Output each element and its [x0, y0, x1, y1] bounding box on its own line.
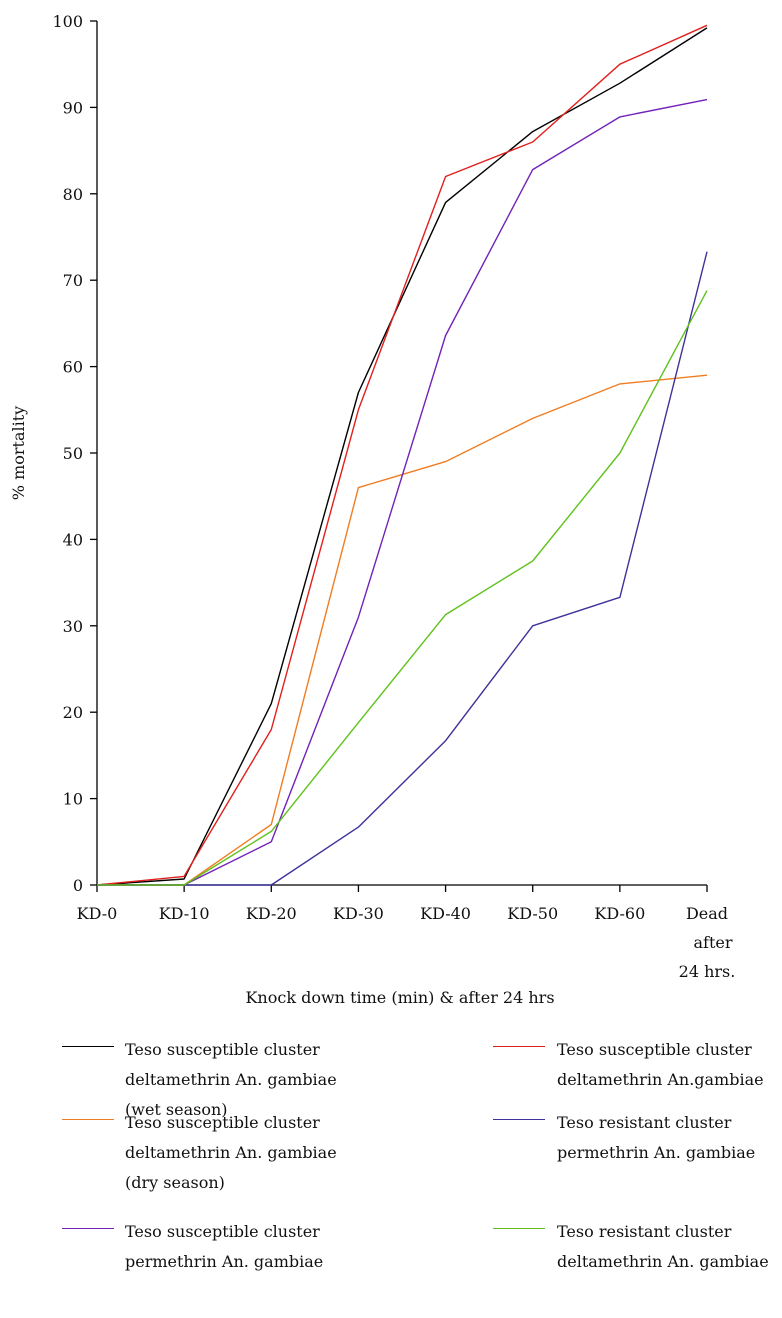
y-tick-label: 70 [63, 271, 83, 290]
x-tick-label-line: 24 hrs. [679, 962, 736, 981]
legend-label-line: deltamethrin An. gambiae [125, 1143, 337, 1162]
legend-label-line: Teso susceptible cluster [125, 1113, 320, 1132]
legend-swatch [493, 1119, 545, 1120]
y-axis: 0 10 20 30 40 50 60 70 80 90 100 [52, 12, 98, 895]
x-tick-label: KD-0 [77, 904, 118, 923]
series-line-4 [97, 251, 708, 886]
x-tick-label-line: KD-60 [594, 904, 645, 923]
legend-label-line: (dry season) [125, 1173, 225, 1192]
y-tick-label: 10 [63, 790, 83, 809]
legend-label-line: permethrin An. gambiae [125, 1252, 324, 1271]
legend-label-line: deltamethrin An. gambiae [125, 1070, 337, 1089]
legend-label-line: Teso resistant cluster [557, 1113, 732, 1132]
legend-label: Teso resistant cluster permethrin An. gam… [557, 1108, 755, 1168]
y-tick-label: 60 [63, 358, 83, 377]
y-tick-label: 50 [63, 444, 83, 463]
x-axis: KD-0 KD-10 KD-20 KD-30 KD-40 KD-50 KD-60 Dead af… [77, 884, 736, 981]
x-tick-label-line: KD-20 [246, 904, 297, 923]
y-tick-label: 80 [63, 185, 83, 204]
legend-label-line: (wet season) [125, 1100, 228, 1119]
y-tick-label: 20 [63, 703, 83, 722]
series-line-1 [96, 27, 708, 886]
x-tick-label: KD-30 [333, 904, 384, 923]
series-lines [96, 24, 708, 886]
legend-swatch [493, 1046, 545, 1047]
x-tick-label: KD-60 [594, 904, 645, 923]
legend-label-line: deltamethrin An.gambiae [557, 1070, 764, 1089]
x-tick-label: KD-20 [246, 904, 297, 923]
legend-label-line: Teso susceptible cluster [125, 1040, 320, 1059]
x-tick-label-line: after [693, 933, 732, 952]
x-axis-label: Knock down time (min) & after 24 hrs [245, 988, 554, 1007]
legend-label: Teso susceptible cluster permethrin An. g… [125, 1217, 323, 1277]
legend-label: Teso susceptible cluster deltamethrin An.… [125, 1035, 337, 1125]
y-tick-label: 100 [52, 12, 83, 31]
y-tick-label: 0 [73, 876, 83, 895]
x-tick-label-line: KD-10 [159, 904, 210, 923]
legend-swatch [493, 1228, 545, 1229]
x-tick-label: KD-40 [420, 904, 471, 923]
legend-label: Teso susceptible cluster deltamethrin An.… [125, 1108, 337, 1198]
x-tick-label-line: KD-30 [333, 904, 384, 923]
legend-label-line: Teso susceptible cluster [557, 1040, 752, 1059]
x-tick-label-line: Dead [686, 904, 728, 923]
y-tick-label: 90 [63, 98, 83, 117]
series-line-2 [96, 24, 708, 886]
y-tick-label: 30 [63, 617, 83, 636]
y-tick-label: 40 [63, 530, 83, 549]
legend-label-line: Teso susceptible cluster [125, 1222, 320, 1241]
legend-label: Teso susceptible cluster deltamethrin An.… [557, 1035, 764, 1095]
legend-label-line: deltamethrin An. gambiae [557, 1252, 769, 1271]
legend-swatch [62, 1228, 114, 1229]
x-tick-label: KD-50 [507, 904, 558, 923]
legend-label-line: Teso resistant cluster [557, 1222, 732, 1241]
legend-label: Teso resistant cluster deltamethrin An. g… [557, 1217, 769, 1277]
x-tick-label: KD-10 [159, 904, 210, 923]
x-tick-label: Dead after 24 hrs. [679, 904, 736, 981]
series-line-6 [97, 290, 708, 886]
y-axis-label: % mortality [9, 406, 28, 500]
legend-swatch [62, 1046, 114, 1047]
series-line-5 [97, 98, 708, 886]
x-tick-label-line: KD-0 [77, 904, 118, 923]
legend-label-line: permethrin An. gambiae [557, 1143, 756, 1162]
x-tick-label-line: KD-50 [507, 904, 558, 923]
x-tick-label-line: KD-40 [420, 904, 471, 923]
series-line-3 [97, 374, 708, 886]
legend-swatch [62, 1119, 114, 1120]
